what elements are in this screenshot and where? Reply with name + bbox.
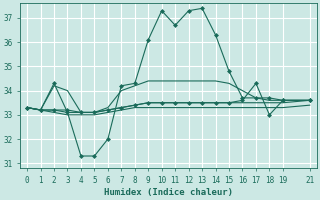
X-axis label: Humidex (Indice chaleur): Humidex (Indice chaleur)	[104, 188, 233, 197]
